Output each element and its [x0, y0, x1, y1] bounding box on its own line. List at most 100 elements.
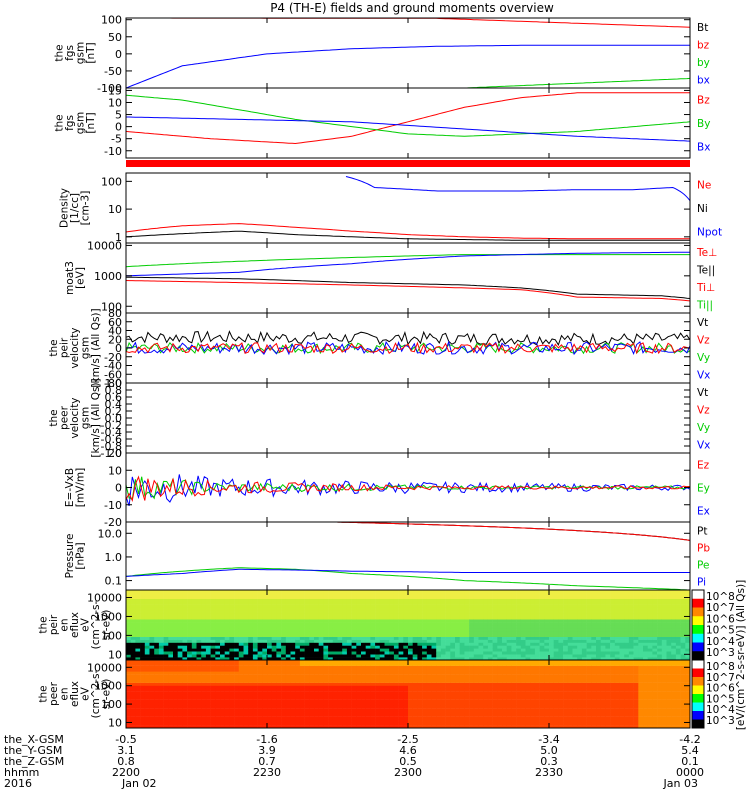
spectrogram-cell [168, 607, 174, 611]
spectrogram-cell [257, 694, 263, 698]
spectrogram-cell [638, 645, 644, 649]
spectrogram-cell [370, 645, 376, 649]
spectrogram-cell [478, 633, 484, 637]
spectrogram-cell [182, 696, 188, 700]
spectrogram-cell [436, 633, 442, 637]
spectrogram-cell [483, 639, 489, 643]
spectrogram-cell [201, 651, 207, 655]
spectrogram-cell [281, 633, 287, 637]
spectrogram-cell [408, 668, 413, 672]
spectrogram-cell [497, 601, 503, 605]
spectrogram-cell [168, 662, 174, 666]
spectrogram-cell [455, 604, 460, 608]
colorbar-tick-label: 10^4 [706, 636, 735, 648]
spectrogram-cell [478, 607, 484, 611]
spectrogram-cell [177, 691, 183, 695]
spectrogram-cell [502, 639, 507, 643]
spectrogram-cell [158, 679, 164, 683]
spectrogram-cell [248, 654, 254, 658]
spectrogram-cell [351, 619, 357, 623]
spectrogram-cell [426, 696, 432, 700]
spectrogram-cell [205, 657, 211, 661]
spectrogram-cell [342, 610, 348, 614]
spectrogram-cell [201, 636, 207, 640]
spectrogram-cell [126, 682, 131, 686]
spectrogram-cell [234, 691, 240, 695]
spectrogram-cell [173, 625, 178, 629]
spectrogram-cell [478, 610, 484, 614]
spectrogram-cell [144, 660, 150, 664]
spectrogram-cell [544, 651, 550, 655]
spectrogram-cell [177, 595, 183, 599]
spectrogram-cell [469, 627, 475, 632]
legend-entry: Pe [697, 560, 709, 572]
spectrogram-cell [652, 636, 658, 640]
spectrogram-cell [417, 639, 423, 643]
spectrogram-cell [196, 622, 202, 626]
spectrogram-cell [384, 725, 390, 729]
spectrogram-cell [163, 592, 169, 597]
spectrogram-cell [243, 682, 249, 686]
spectrogram-cell [624, 595, 630, 599]
spectrogram-cell [295, 639, 301, 643]
spectrogram-cell [483, 616, 489, 620]
spectrogram-cell [290, 648, 296, 652]
spectrogram-cell [393, 592, 399, 597]
spectrogram-cell [403, 636, 409, 640]
spectrogram-cell [243, 694, 249, 698]
spectrogram-cell [309, 616, 315, 620]
spectrogram-cell [572, 651, 578, 655]
spectrogram-cell [130, 654, 136, 658]
spectrogram-cell [492, 630, 498, 634]
spectrogram-cell [168, 598, 174, 602]
spectrogram-cell [332, 636, 338, 640]
spectrogram-cell [647, 639, 653, 643]
spectrogram-cell [346, 613, 352, 617]
spectrogram-cell [356, 642, 362, 646]
y-tick-label: 0 [115, 342, 122, 355]
spectrogram-cell [647, 604, 653, 608]
spectrogram-cell [351, 630, 357, 634]
spectrogram-cell [271, 696, 277, 700]
spectrogram-cell [473, 625, 479, 629]
spectrogram-cell [506, 648, 512, 652]
spectrogram-cell [191, 598, 197, 602]
spectrogram-cell [234, 716, 240, 720]
spectrogram-cell [431, 654, 437, 658]
spectrogram-cell [149, 702, 155, 706]
spectrogram-cell [154, 607, 160, 611]
spectrogram-cell [149, 711, 155, 715]
spectrogram-cell [290, 665, 296, 669]
spectrogram-cell [154, 590, 160, 594]
spectrogram-cell [163, 630, 169, 634]
spectrogram-cell [140, 719, 146, 723]
spectrogram-cell [492, 607, 498, 611]
spectrogram-cell [248, 662, 254, 666]
spectrogram-cell [459, 679, 465, 683]
spectrogram-cell [314, 607, 319, 611]
spectrogram-cell [318, 598, 324, 602]
spectrogram-cell [144, 604, 150, 608]
spectrogram-cell [187, 674, 193, 678]
spectrogram-cell [370, 622, 376, 626]
spectrogram-cell [530, 598, 536, 602]
y-axis-label-line: velocity [69, 397, 81, 438]
spectrogram-cell [285, 694, 291, 698]
spectrogram-cell [558, 619, 564, 623]
spectrogram-cell [191, 702, 197, 706]
spectrogram-cell [487, 651, 493, 655]
spectrogram-cell [431, 713, 437, 717]
spectrogram-cell [346, 657, 352, 661]
spectrogram-cell [426, 627, 432, 632]
spectrogram-cell [295, 604, 301, 608]
spectrogram-cell [440, 607, 446, 611]
spectrogram-cell [426, 699, 432, 703]
spectrogram-cell [342, 716, 348, 720]
spectrogram-cell [675, 645, 681, 649]
spectrogram-cell [187, 716, 193, 720]
colorbar-tick-label: 10^8 [706, 591, 735, 603]
spectrogram-cell [149, 699, 155, 703]
spectrogram-cell [469, 645, 475, 649]
spectrogram-cell [177, 699, 183, 703]
spectrogram-cell [351, 654, 357, 658]
